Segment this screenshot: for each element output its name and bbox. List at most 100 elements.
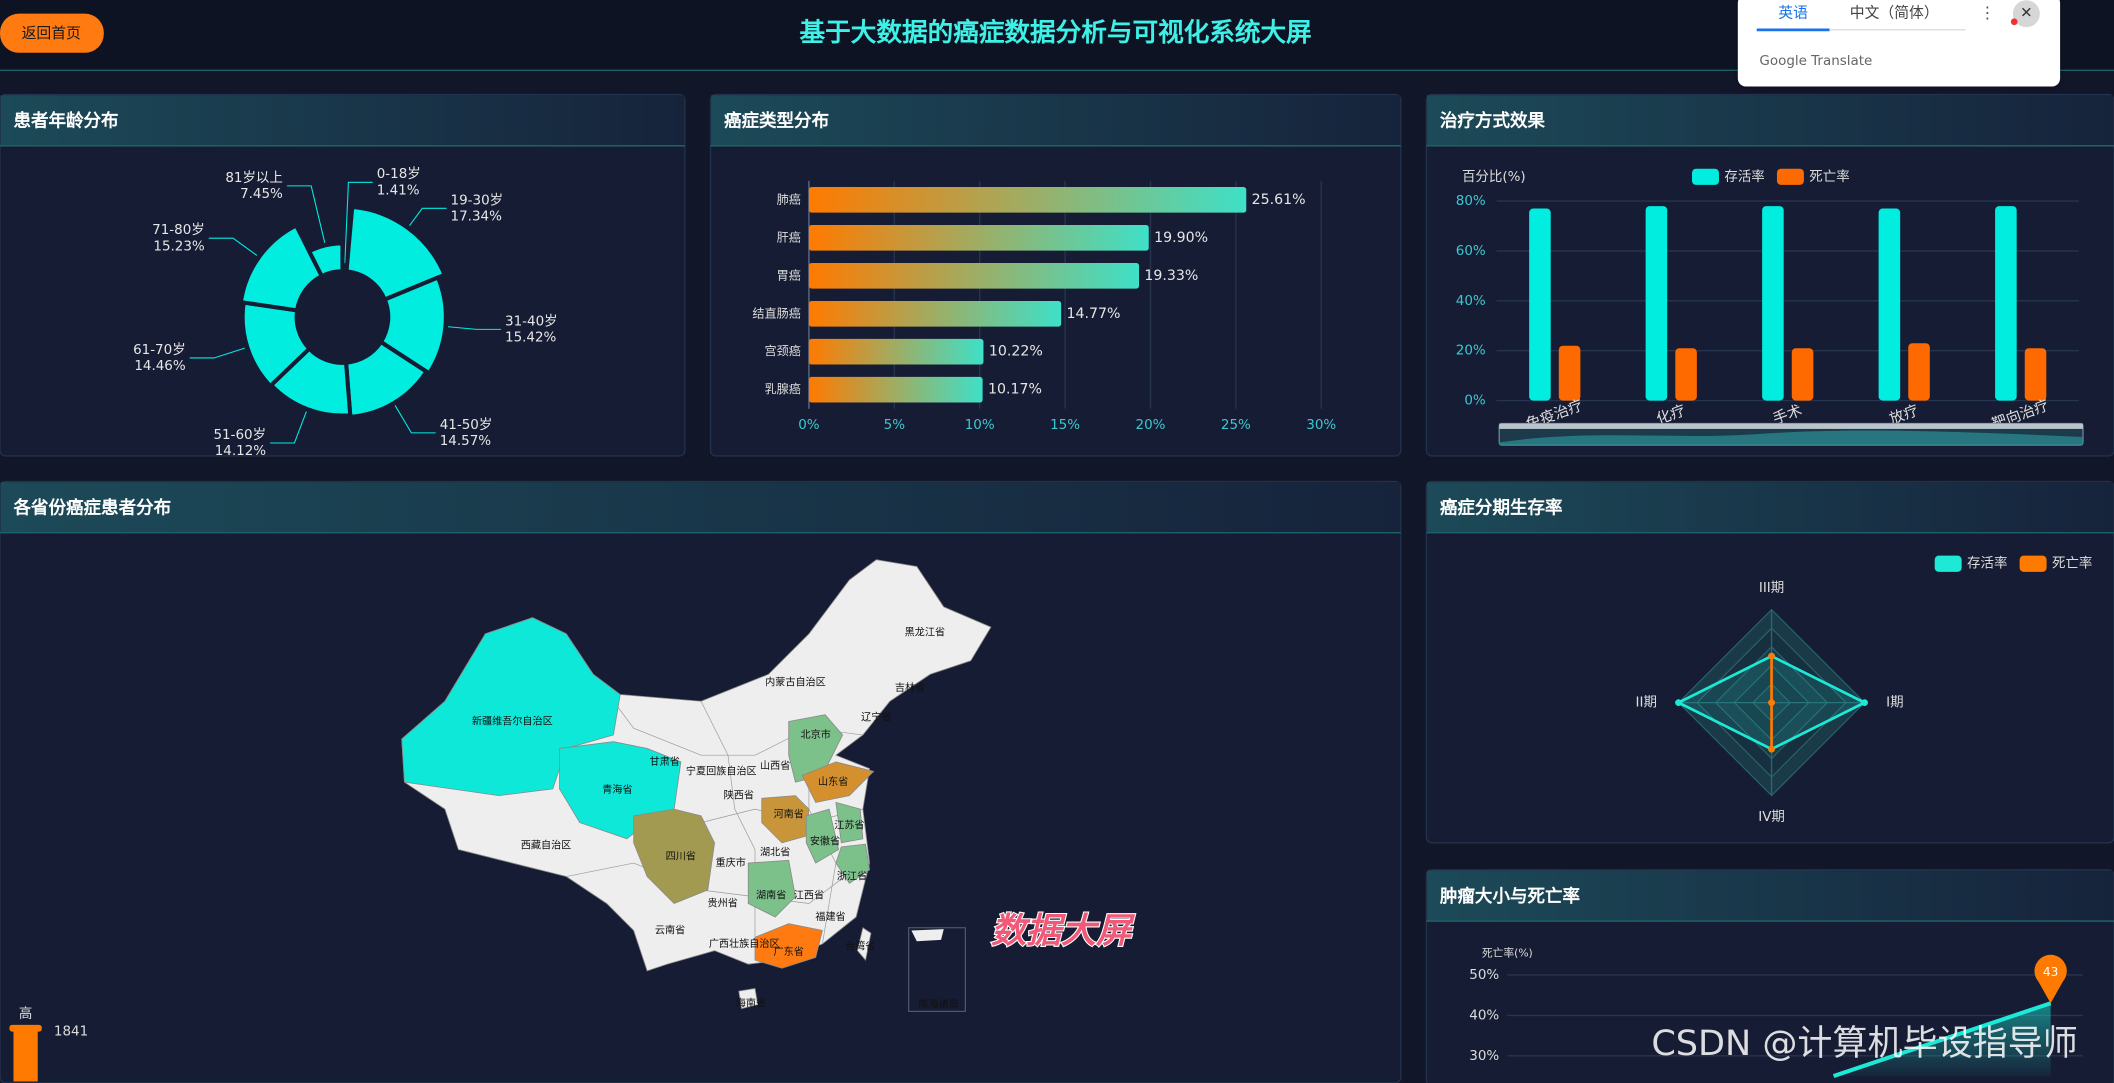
popup-brand: Google Translate: [1759, 53, 1872, 69]
visual-map-handle: [9, 1024, 42, 1032]
panel-header: [1427, 482, 2114, 533]
y-tick-label: 20%: [1456, 343, 1486, 359]
slice-label: 51-60岁: [213, 427, 266, 443]
bar: [808, 300, 1062, 327]
popup-menu[interactable]: ⋮: [1979, 3, 1995, 22]
cursor-dot: [2010, 18, 2018, 26]
province-label: 内蒙古自治区: [765, 675, 826, 688]
panel-header: [0, 95, 685, 146]
radar-point: [1861, 699, 1868, 706]
province-label: 新疆维吾尔自治区: [472, 714, 553, 727]
province-label: 湖北省: [760, 845, 790, 858]
bar: [808, 338, 984, 365]
province-label: 辽宁省: [861, 710, 891, 723]
legend-swatch: [2019, 555, 2047, 572]
slice-value-label: 17.34%: [451, 208, 503, 224]
province-label: 湖南省: [756, 888, 786, 901]
value-label: 19.90%: [1154, 230, 1208, 246]
panel-header: [711, 95, 1401, 146]
y-tick-label: 乳腺癌: [764, 381, 800, 396]
bar: [1995, 206, 2017, 401]
province-label: 西藏自治区: [521, 839, 572, 852]
y-axis-title: 百分比(%): [1462, 169, 1526, 185]
slice-label: 61-70岁: [133, 342, 186, 358]
zoom-preview: [1499, 430, 2083, 446]
panel-title: 肿瘤大小与死亡率: [1440, 886, 1580, 907]
x-tick-label: 10%: [965, 417, 995, 433]
line: [1832, 1001, 2052, 1078]
panel-header: [1427, 95, 2114, 146]
province: [801, 761, 875, 803]
panel-title: 患者年龄分布: [13, 111, 118, 132]
radar-point: [1768, 699, 1775, 706]
slice-value-label: 15.23%: [153, 238, 205, 254]
province-label: 山东省: [818, 775, 848, 788]
y-tick-label: 胃癌: [777, 267, 801, 282]
watermark-csdn: CSDN @计算机毕设指导师: [1651, 1023, 2077, 1064]
x-tick-label: 30%: [1306, 417, 1336, 433]
popup-close-icon[interactable]: ✕: [2020, 5, 2032, 22]
province-label: 安徽省: [810, 834, 840, 847]
province-label: 黑龙江省: [905, 626, 945, 639]
value-label: 14.77%: [1067, 306, 1121, 322]
legend-swatch: [1776, 168, 1804, 185]
bar: [808, 225, 1149, 251]
province-label: 浙江省: [837, 870, 867, 883]
label-leader: [344, 181, 373, 264]
back-button-label[interactable]: 返回首页: [22, 25, 81, 42]
label-leader: [448, 326, 501, 330]
zoom-handle-bar[interactable]: [1499, 423, 2083, 429]
legend-label: 存活率: [1724, 168, 1764, 185]
province-label: 山西省: [760, 759, 790, 772]
bar: [808, 187, 1247, 213]
bar: [808, 376, 983, 403]
panel-title: 治疗方式效果: [1440, 111, 1546, 132]
legend-swatch: [1934, 555, 1962, 572]
radar-point: [1768, 745, 1775, 753]
bar: [1645, 206, 1668, 401]
popup-tab[interactable]: 中文（简体）: [1850, 5, 1939, 22]
province-label: 台湾省: [845, 940, 875, 953]
province: [633, 808, 715, 904]
y-tick-label: 40%: [1469, 1007, 1499, 1023]
legend-swatch: [1692, 168, 1719, 185]
back-button[interactable]: [0, 13, 104, 53]
province-label: 江苏省: [834, 818, 864, 831]
popup-tab[interactable]: 英语: [1778, 4, 1808, 22]
radar-point: [1675, 699, 1682, 706]
province: [835, 801, 864, 844]
province: [401, 617, 621, 797]
zoom-slider[interactable]: [1498, 422, 2084, 446]
legend-label: 死亡率: [2052, 555, 2092, 572]
province: [747, 859, 796, 918]
visual-map-bar: [13, 1027, 38, 1082]
province-label: 青海省: [602, 783, 632, 796]
slice-label: 31-40岁: [505, 313, 558, 329]
x-tick-label: 15%: [1050, 417, 1080, 433]
province-label: 海南省: [736, 996, 766, 1009]
province-label: 南海诸岛: [918, 998, 958, 1011]
slice-value-label: 7.45%: [240, 186, 283, 202]
province-label: 重庆市: [716, 856, 746, 869]
bar: [1762, 206, 1784, 401]
x-tick-label: 20%: [1136, 417, 1166, 433]
province-label: 江西省: [794, 888, 824, 901]
panel: [0, 93, 686, 457]
popup-close[interactable]: [2012, 0, 2040, 28]
y-tick-label: 宫颈癌: [764, 343, 800, 358]
y-tick-label: 80%: [1456, 193, 1486, 209]
rose-slice: [378, 274, 448, 377]
slice-label: 71-80岁: [152, 222, 205, 238]
watermark-art: 数据大屏: [991, 911, 1135, 952]
y-tick-label: 肝癌: [777, 229, 801, 244]
slice-value-label: 14.57%: [440, 433, 492, 449]
label-leader: [394, 405, 436, 434]
province-label: 陕西省: [724, 789, 754, 802]
label-leader: [286, 185, 326, 243]
rose-slice: [344, 204, 448, 303]
x-tick-label: 5%: [884, 417, 906, 433]
rose-slice: [306, 241, 345, 279]
